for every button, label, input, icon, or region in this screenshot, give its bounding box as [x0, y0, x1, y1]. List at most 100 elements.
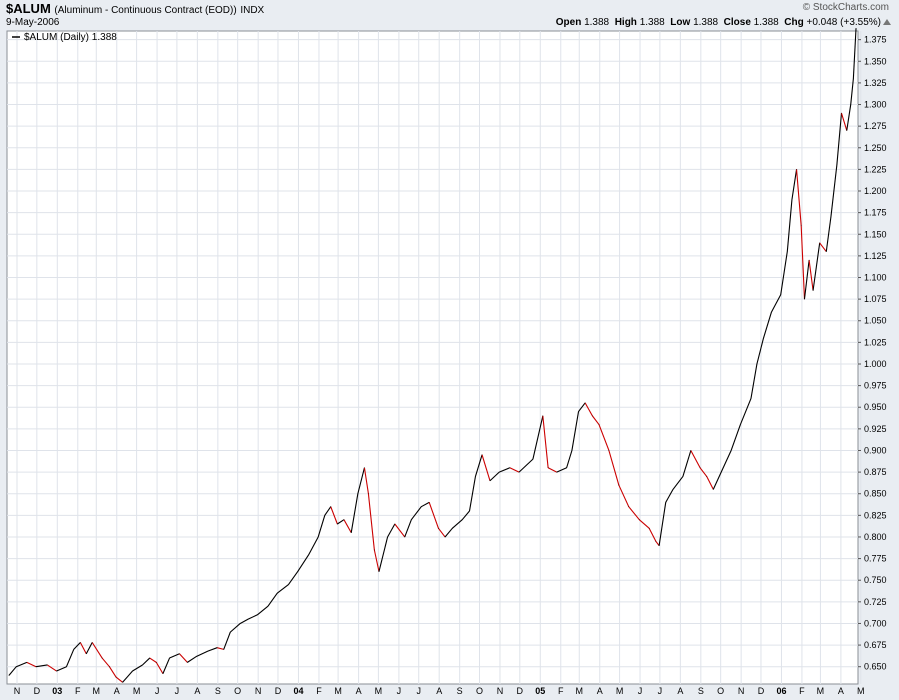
price-point [618, 484, 620, 486]
price-point [756, 363, 758, 365]
price-point [655, 540, 657, 542]
y-tick-label: 0.800 [864, 532, 887, 542]
price-segment [481, 454, 491, 481]
price-point [852, 78, 854, 79]
x-tick-label: J [175, 686, 180, 696]
price-point [223, 649, 225, 650]
price-segment [762, 311, 772, 339]
price-segment [79, 642, 87, 654]
price-point [91, 642, 93, 643]
price-point [404, 536, 406, 538]
x-tick-label: 04 [293, 686, 303, 696]
price-segment [267, 592, 278, 607]
price-segment [451, 519, 463, 529]
price-segment [750, 363, 758, 399]
price-segment [394, 523, 406, 538]
price-segment [155, 662, 164, 674]
price-segment [509, 467, 520, 473]
price-point [812, 290, 814, 291]
y-tick-label: 0.950 [864, 402, 887, 412]
price-point [638, 519, 640, 521]
y-tick-label: 0.650 [864, 662, 887, 672]
price-point [239, 623, 241, 624]
price-point [750, 398, 752, 399]
price-point [796, 168, 797, 170]
price-point [79, 642, 81, 643]
price-point [571, 450, 573, 451]
y-tick-label: 1.075 [864, 294, 887, 304]
x-tick-label: J [397, 686, 402, 696]
price-segment [658, 502, 667, 546]
collapse-arrow-icon[interactable] [883, 19, 891, 25]
x-tick-label: O [476, 686, 483, 696]
price-segment [474, 454, 483, 477]
price-point [196, 655, 198, 657]
x-tick-label: N [14, 686, 21, 696]
x-tick-label: J [638, 686, 643, 696]
price-point [855, 28, 857, 29]
x-tick-label: J [155, 686, 160, 696]
y-tick-label: 1.325 [864, 78, 887, 88]
price-segment [56, 666, 67, 672]
price-point [730, 450, 732, 451]
y-tick-label: 1.150 [864, 229, 887, 239]
price-segment [216, 647, 224, 650]
price-point [410, 519, 412, 521]
price-segment [690, 450, 701, 469]
price-segment [47, 664, 57, 672]
price-segment [648, 528, 657, 542]
price-point [267, 605, 269, 607]
price-point [591, 415, 593, 417]
price-point [532, 458, 534, 460]
exchange-label: INDX [240, 5, 265, 16]
x-tick-label: O [717, 686, 724, 696]
price-point [841, 112, 842, 114]
price-segment [566, 450, 573, 468]
price-segment [343, 519, 352, 533]
price-segment [542, 415, 549, 468]
price-segment [682, 450, 692, 477]
price-point [350, 532, 352, 534]
y-tick-label: 1.250 [864, 143, 887, 153]
price-segment [324, 506, 332, 516]
quote-summary: Open 1.388 High 1.388 Low 1.388 Close 1.… [555, 17, 881, 28]
price-point [498, 471, 500, 473]
price-segment [132, 664, 143, 672]
price-point [8, 674, 10, 676]
price-segment [337, 519, 345, 525]
x-tick-label: M [93, 686, 101, 696]
price-point [109, 666, 110, 668]
price-segment [179, 653, 188, 663]
price-point [780, 294, 782, 296]
x-tick-label: A [838, 686, 844, 696]
price-segment [207, 647, 218, 652]
price-segment [852, 28, 857, 79]
price-segment [35, 664, 48, 668]
price-segment [819, 242, 827, 252]
price-point [846, 130, 848, 131]
price-segment [638, 519, 650, 529]
price-point [46, 664, 48, 666]
legend-entry: $ALUM (Daily) 1.388 [24, 32, 117, 43]
price-point [336, 523, 338, 525]
price-segment [756, 337, 765, 365]
instrument-description: (Aluminum - Continuous Contract (EOD)) [54, 5, 237, 16]
price-point [169, 657, 170, 659]
price-point [518, 471, 520, 473]
y-tick-label: 1.275 [864, 121, 887, 131]
price-segment [706, 476, 714, 490]
x-tick-label: A [597, 686, 603, 696]
price-point [672, 488, 674, 490]
y-tick-label: 0.825 [864, 510, 887, 520]
price-segment [16, 661, 28, 668]
price-point [509, 467, 511, 469]
y-tick-label: 0.775 [864, 554, 887, 564]
price-segment [489, 471, 500, 482]
price-point [162, 673, 164, 675]
y-tick-label: 0.700 [864, 618, 887, 628]
y-tick-label: 0.725 [864, 597, 887, 607]
price-point [763, 337, 764, 339]
price-segment [288, 571, 299, 585]
price-segment [276, 584, 289, 594]
open-value: 1.388 [584, 17, 610, 28]
